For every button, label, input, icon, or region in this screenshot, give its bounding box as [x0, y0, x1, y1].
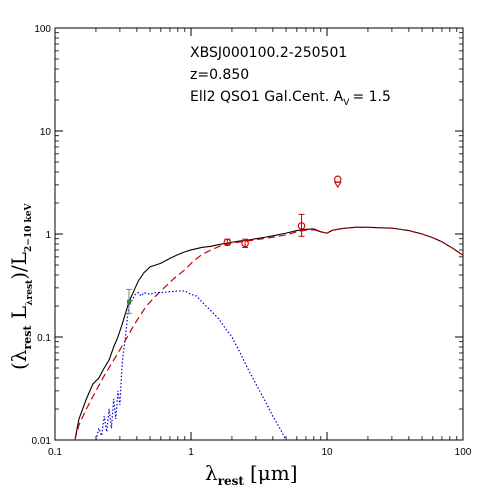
x-tick-label: 100: [455, 447, 472, 458]
annotation-model-sub: V: [343, 98, 350, 108]
galaxy-template-line: [74, 226, 464, 441]
photometry-points: [125, 175, 342, 314]
annotation-source: XBSJ000100.2-250501: [190, 45, 347, 61]
x-axis-title: λrest [μm]: [205, 461, 298, 488]
y-axis-title: (λrest Lλrest)/L2−10 keV: [7, 203, 35, 370]
optical-point: [126, 299, 131, 304]
x-axis-symbol: λ: [205, 461, 218, 485]
y-tick-label: 1: [45, 230, 51, 241]
y-tick-label: 10: [40, 127, 52, 138]
y-tick-labels: 0.01 0.1 1 10 100: [32, 24, 52, 447]
x-tick-label: 10: [321, 447, 333, 458]
series-layer: [74, 226, 464, 441]
y-axis-sub2: λrest: [25, 279, 35, 306]
annotation-model: Ell2 QSO1 Gal.Cent. AV = 1.5: [190, 89, 391, 108]
y-tick-label: 100: [34, 24, 51, 35]
y-tick-label: 0.01: [32, 436, 52, 447]
annotation-model-val: = 1.5: [352, 89, 390, 105]
y-axis-part1: (λ: [7, 349, 31, 370]
total-sed-line: [74, 226, 464, 441]
y-axis-part2: L: [7, 306, 31, 326]
photometry-point: [334, 175, 342, 184]
annotation-block: XBSJ000100.2-250501 z=0.850 Ell2 QSO1 Ga…: [190, 45, 391, 108]
y-tick-label: 0.1: [37, 333, 51, 344]
y-axis-sub1: rest: [21, 325, 34, 350]
agn-template-line: [95, 290, 287, 441]
photometry-point: [297, 222, 306, 230]
y-axis-sub3: 2−10 keV: [24, 203, 34, 252]
x-tick-label: 0.1: [48, 447, 62, 458]
x-axis-unit: [μm]: [250, 461, 298, 485]
photometry-point: [241, 239, 249, 248]
y-axis-part3: )/L: [7, 252, 31, 280]
x-axis-sub: rest: [218, 474, 245, 488]
major-ticks: [54, 27, 464, 441]
annotation-redshift: z=0.850: [190, 67, 249, 83]
photometry-upper-limit: [333, 181, 342, 189]
x-tick-label: 1: [188, 447, 194, 458]
x-tick-labels: 0.1 1 10 100: [48, 447, 472, 458]
minor-ticks: [55, 28, 463, 440]
photometry-point: [223, 238, 232, 247]
annotation-model-text: Ell2 QSO1 Gal.Cent. A: [190, 89, 344, 105]
